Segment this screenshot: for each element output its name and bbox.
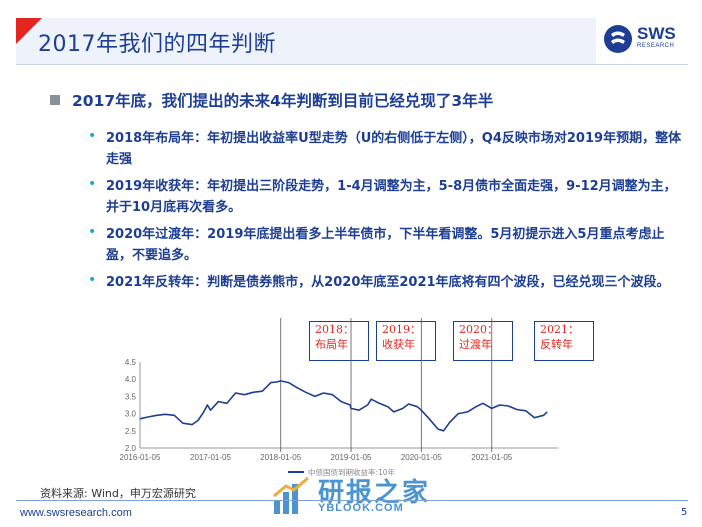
yield-line-chart: 2.0 2.5 3.0 3.5 4.0 4.5 2016-01-05 2017-01-05 20… — [110, 318, 570, 478]
list-item-text: 2018年布局年：年初提出收益率U型走势（U的右侧低于左侧），Q4反映市场对20… — [106, 131, 682, 167]
logo-text: SWS — [637, 24, 676, 43]
x-tick-label: 2017-01-05 — [190, 453, 231, 462]
sws-logo-icon — [604, 25, 632, 53]
header-divider — [16, 64, 688, 65]
source-note: 资料来源: Wind，申万宏源研究 — [40, 487, 196, 500]
list-item: • 2021年反转年：判断是债券熊市，从2020年底至2021年底将有四个波段，… — [88, 272, 684, 316]
legend-label: 中债国债到期收益率:10年 — [308, 467, 396, 477]
annotation-year: 2021： — [540, 323, 579, 336]
header-bar: 2017年我们的四年判断 — [16, 18, 596, 64]
list-item-text: 2019年收获年：年初提出三阶段走势，1-4月调整为主，5-8月债市全面走强，9… — [106, 179, 677, 215]
y-tick-label: 3.0 — [125, 410, 137, 419]
annotation-box-2021: 2021： 反转年 — [534, 321, 594, 361]
logo-subtext: RESEARCH — [637, 43, 675, 49]
chart-svg: 2.0 2.5 3.0 3.5 4.0 4.5 2016-01-05 2017-01-05 20… — [120, 318, 558, 477]
watermark: 研报之家 YBLOOK.COM — [270, 470, 440, 522]
annotation-label: 收获年 — [382, 338, 415, 351]
annotation-label: 过渡年 — [459, 338, 492, 351]
list-item: • 2018年布局年：年初提出收益率U型走势（U的右侧低于左侧），Q4反映市场对… — [88, 128, 684, 172]
annotation-year: 2020： — [459, 323, 498, 336]
list-item: • 2019年收获年：年初提出三阶段走势，1-4月调整为主，5-8月债市全面走强… — [88, 176, 684, 220]
list-item: • 2020年过渡年：2019年底提出看多上半年债市，下半年看调整。5月初提示进… — [88, 224, 684, 268]
y-tick-label: 3.5 — [125, 392, 137, 401]
footer-divider — [16, 500, 688, 501]
main-heading: 2017年底，我们提出的未来4年判断到目前已经兑现了3年半 — [72, 92, 494, 110]
page-title: 2017年我们的四年判断 — [38, 32, 276, 57]
y-tick-label: 4.5 — [125, 358, 137, 367]
bullet-dot-icon: • — [88, 128, 97, 144]
annotation-label: 反转年 — [540, 338, 573, 351]
y-tick-label: 2.5 — [125, 427, 137, 436]
annotation-box-2019: 2019： 收获年 — [376, 321, 436, 361]
page-number: 5 — [681, 507, 688, 518]
annotation-box-2018: 2018： 布局年 — [309, 321, 369, 361]
annotation-year: 2019： — [382, 323, 421, 336]
y-tick-label: 2.0 — [125, 444, 137, 453]
bullet-dot-icon: • — [88, 272, 97, 288]
watermark-text-en: YBLOOK.COM — [318, 502, 404, 514]
annotation-year: 2018： — [315, 323, 354, 336]
watermark-logo-icon — [273, 476, 309, 514]
x-tick-label: 2019-01-05 — [331, 453, 372, 462]
square-bullet-icon — [50, 95, 60, 105]
bullet-dot-icon: • — [88, 176, 97, 192]
y-tick-label: 4.0 — [125, 375, 137, 384]
series-line — [139, 380, 548, 432]
list-item-text: 2020年过渡年：2019年底提出看多上半年债市，下半年看调整。5月初提示进入5… — [106, 227, 665, 263]
annotation-box-2020: 2020： 过渡年 — [453, 321, 513, 361]
footer-url-link[interactable]: www.swsresearch.com — [20, 507, 132, 519]
x-tick-label: 2016-01-05 — [120, 453, 161, 462]
x-tick-label: 2020-01-05 — [401, 453, 442, 462]
sws-logo: SWS RESEARCH — [603, 22, 693, 58]
annotation-label: 布局年 — [315, 338, 348, 351]
watermark-text-cn: 研报之家 — [318, 478, 431, 508]
bullet-dot-icon: • — [88, 224, 97, 240]
x-tick-label: 2018-01-05 — [260, 453, 301, 462]
red-corner-accent — [16, 18, 42, 44]
x-tick-label: 2021-01-05 — [471, 453, 512, 462]
list-item-text: 2021年反转年：判断是债券熊市，从2020年底至2021年底将有四个波段，已经… — [106, 275, 670, 290]
